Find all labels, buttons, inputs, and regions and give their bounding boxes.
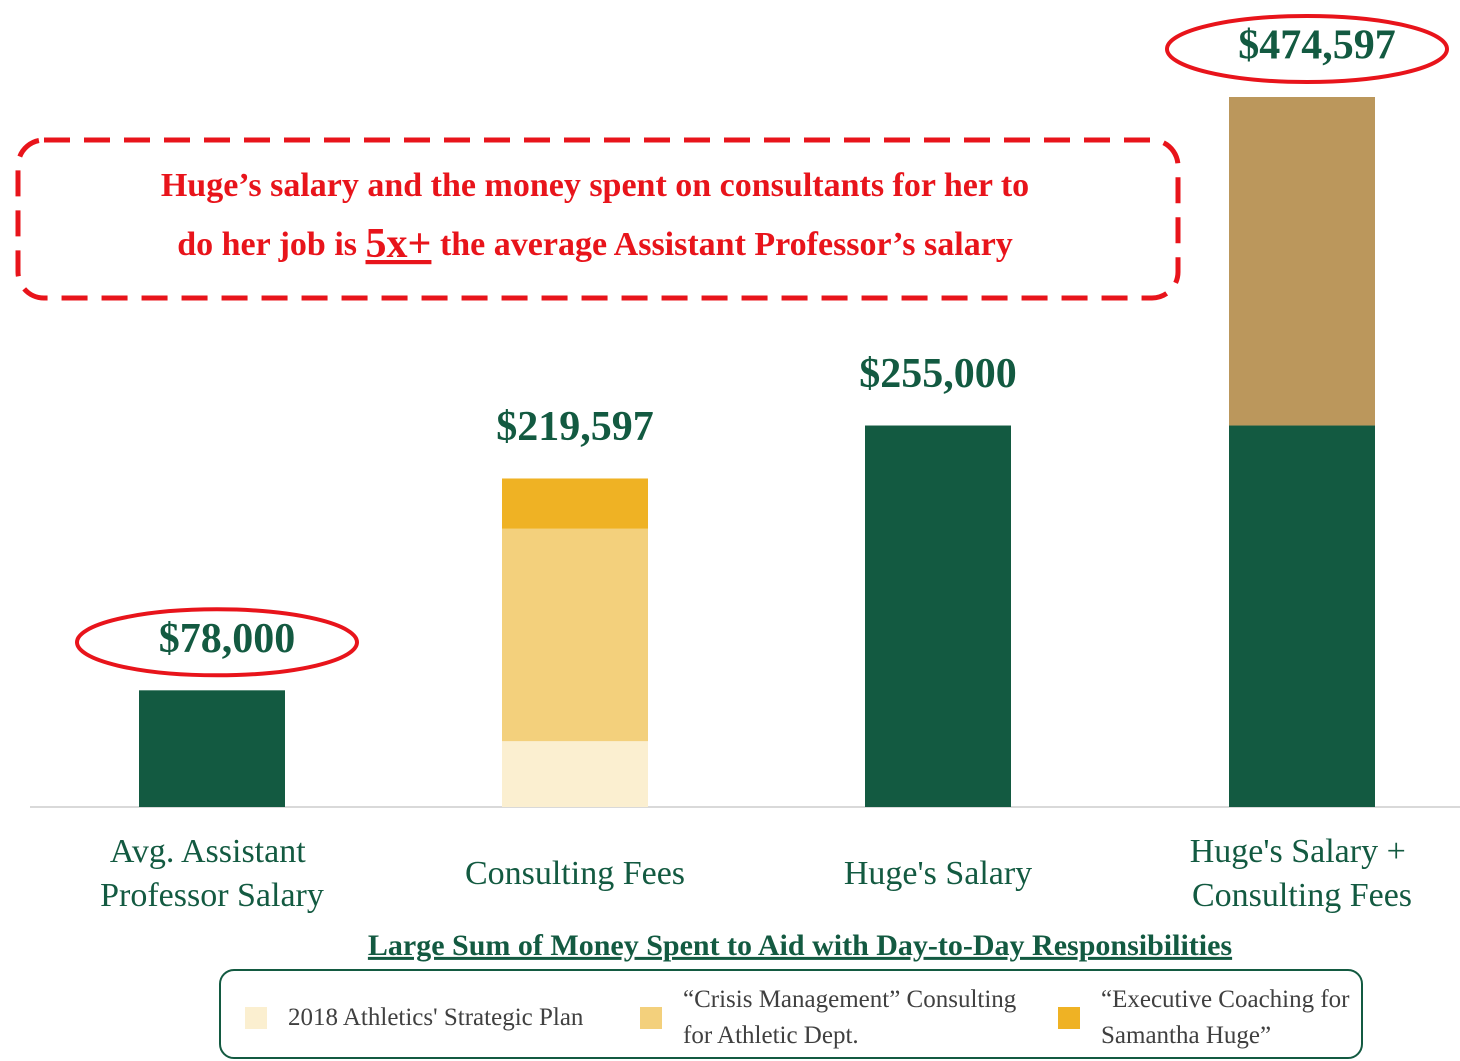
bar-segment xyxy=(865,425,1011,807)
annotation-line: Huge’s salary and the money spent on con… xyxy=(161,167,1029,204)
x-tick-label: Huge's Salary + Consulting Fees xyxy=(1190,833,1415,914)
total-label: $474,597 xyxy=(1238,23,1396,69)
annotation-line: do her job is 5x+ the average Assistant … xyxy=(177,221,1013,267)
total-label: $219,597 xyxy=(496,404,654,450)
x-axis-title: Large Sum of Money Spent to Aid with Day… xyxy=(368,929,1232,962)
bar-segment xyxy=(1229,97,1375,426)
x-tick-label: Avg. Assistant Professor Salary xyxy=(100,833,324,914)
annotation-text: do her job is xyxy=(177,226,365,263)
legend xyxy=(219,969,1363,1059)
total-label: $255,000 xyxy=(859,351,1017,397)
x-tick-label: Consulting Fees xyxy=(465,855,685,892)
legend-swatch xyxy=(1058,1007,1080,1029)
highlight-circle xyxy=(1165,14,1449,85)
bar-segment xyxy=(139,690,285,807)
x-tick-label: Huge's Salary xyxy=(844,855,1032,892)
annotation-text: the average Assistant Professor’s salary xyxy=(431,226,1012,263)
bar-segment xyxy=(502,528,648,742)
legend-label: 2018 Athletics' Strategic Plan xyxy=(288,1004,584,1031)
total-label: $78,000 xyxy=(159,616,296,662)
legend-label: “Executive Coaching for Samantha Huge” xyxy=(1101,986,1356,1049)
annotation-box xyxy=(15,137,1181,301)
bar-segment xyxy=(1229,425,1375,807)
legend-label: “Crisis Management” Consulting for Athle… xyxy=(683,986,1023,1049)
annotation-emphasis: 5x+ xyxy=(366,221,432,267)
bar-segment xyxy=(502,741,648,807)
bar-segment xyxy=(502,478,648,529)
legend-swatch xyxy=(245,1007,267,1029)
highlight-circle xyxy=(75,607,359,678)
legend-swatch xyxy=(640,1007,662,1029)
